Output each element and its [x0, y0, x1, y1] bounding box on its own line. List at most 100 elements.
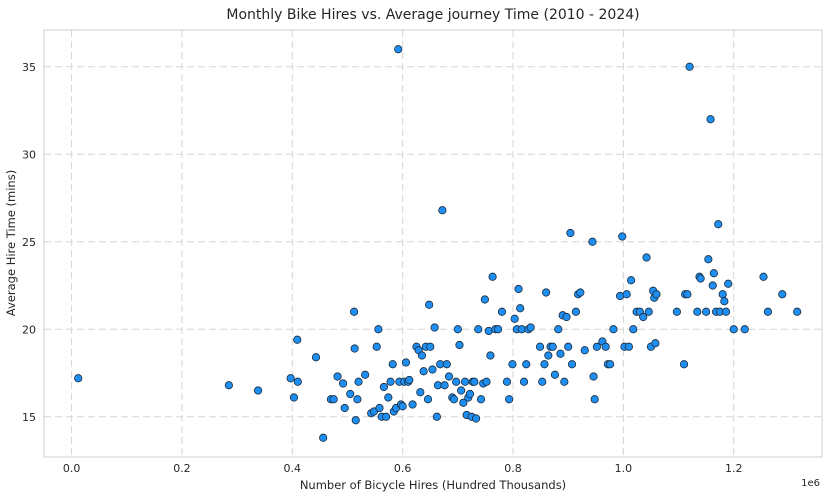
data-point — [482, 377, 491, 386]
data-point — [401, 358, 411, 367]
data-point — [554, 325, 563, 334]
data-point — [590, 395, 599, 404]
data-point — [471, 414, 481, 423]
data-point — [253, 386, 263, 395]
data-point — [354, 377, 363, 386]
data-point — [522, 360, 531, 369]
data-point — [639, 312, 648, 322]
data-point — [714, 220, 723, 229]
data-point — [683, 290, 692, 299]
plot-frame — [43, 29, 823, 458]
data-point — [430, 323, 439, 332]
x-tick-label: 0.6 — [394, 462, 412, 475]
data-point — [576, 288, 585, 297]
data-point — [444, 372, 454, 381]
data-point — [340, 403, 349, 413]
data-point — [652, 290, 661, 299]
data-point — [428, 365, 437, 374]
data-point — [548, 342, 557, 351]
data-point — [516, 304, 525, 313]
data-point — [724, 279, 733, 288]
data-point — [350, 344, 359, 353]
data-point — [564, 342, 573, 351]
data-point — [224, 381, 233, 390]
data-point — [601, 342, 610, 351]
data-point — [759, 272, 768, 281]
data-point — [679, 360, 689, 369]
x-tick-label: 0.8 — [504, 462, 522, 475]
data-point — [455, 340, 464, 350]
data-point — [709, 269, 718, 278]
data-point — [651, 339, 660, 348]
data-point — [721, 307, 731, 316]
data-point — [704, 255, 713, 264]
data-point — [381, 412, 391, 421]
data-point — [351, 416, 360, 425]
data-point — [642, 253, 651, 262]
data-point — [74, 374, 83, 383]
data-point — [514, 284, 523, 294]
data-point — [311, 353, 321, 362]
data-point — [405, 375, 414, 385]
data-point — [329, 395, 338, 404]
data-point — [535, 342, 545, 351]
data-point — [432, 412, 441, 421]
data-point — [729, 325, 738, 334]
y-tick-label: 15 — [22, 411, 36, 424]
data-point — [438, 206, 447, 215]
data-point — [459, 398, 468, 407]
y-tick-label: 30 — [22, 148, 36, 161]
data-point — [425, 300, 434, 309]
data-point — [484, 326, 493, 336]
data-point — [556, 349, 565, 358]
data-point — [416, 388, 425, 397]
data-point — [685, 62, 694, 71]
x-axis-offset-text: 1e6 — [801, 478, 820, 489]
data-point — [626, 276, 636, 285]
x-tick-label: 1.0 — [615, 462, 633, 475]
data-point — [672, 307, 681, 316]
data-point — [293, 377, 302, 386]
data-point — [372, 342, 381, 351]
data-point — [589, 372, 598, 381]
data-point — [615, 291, 625, 301]
data-point — [544, 351, 553, 360]
data-point — [379, 382, 388, 392]
data-point — [510, 314, 519, 323]
data-points — [74, 45, 802, 442]
x-tick-label: 0.0 — [63, 462, 81, 475]
data-point — [740, 325, 749, 334]
data-point — [452, 377, 461, 386]
data-point — [793, 307, 802, 316]
data-point — [763, 307, 773, 316]
data-point — [440, 381, 449, 390]
data-point — [566, 228, 575, 238]
data-point — [488, 272, 497, 281]
data-point — [398, 402, 407, 411]
data-point — [497, 307, 507, 316]
data-point — [470, 377, 479, 386]
data-point — [289, 393, 299, 402]
data-point — [480, 295, 489, 304]
data-point — [419, 367, 428, 376]
data-point — [629, 325, 638, 334]
tick-labels: 0.0 0.2 0.4 0.6 0.8 1.0 1.2 15 20 25 30 35 — [22, 61, 742, 475]
data-point — [442, 360, 451, 369]
data-point — [333, 372, 342, 381]
data-point — [426, 342, 435, 351]
data-point — [349, 307, 359, 316]
data-point — [550, 370, 560, 379]
data-point — [505, 395, 514, 404]
data-point — [494, 325, 503, 334]
data-point — [571, 307, 581, 316]
data-point — [353, 395, 362, 404]
data-point — [486, 351, 495, 360]
data-point — [706, 115, 715, 124]
data-point — [408, 400, 417, 409]
data-point — [588, 237, 597, 246]
data-point — [319, 433, 328, 442]
data-point — [618, 232, 627, 241]
x-tick-label: 0.2 — [173, 462, 191, 475]
